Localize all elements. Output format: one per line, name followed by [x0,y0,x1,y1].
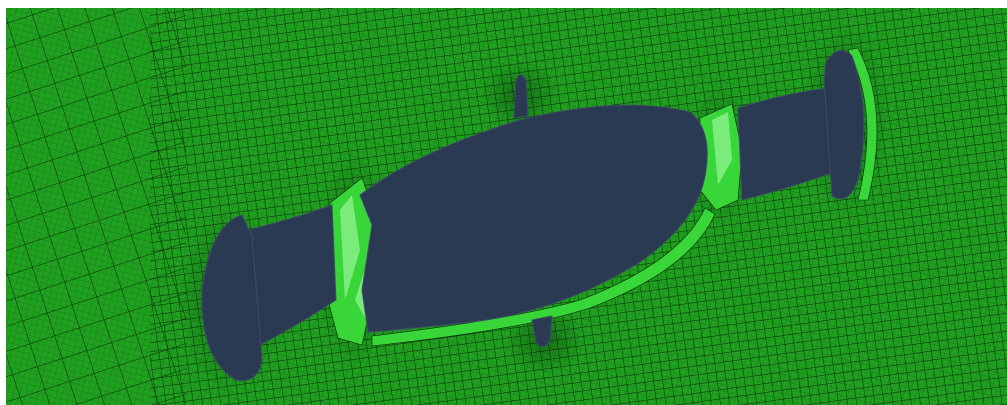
geometry-cutouts [201,49,865,382]
bottom-fin-cutout [531,315,553,347]
left-cap-cutout [201,214,263,382]
main-body-cutout [359,104,708,333]
right-cap-cutout [823,49,865,200]
top-fin-cutout [513,74,529,119]
right-cap-rim [847,47,878,201]
left-neck-cutout [239,204,337,351]
